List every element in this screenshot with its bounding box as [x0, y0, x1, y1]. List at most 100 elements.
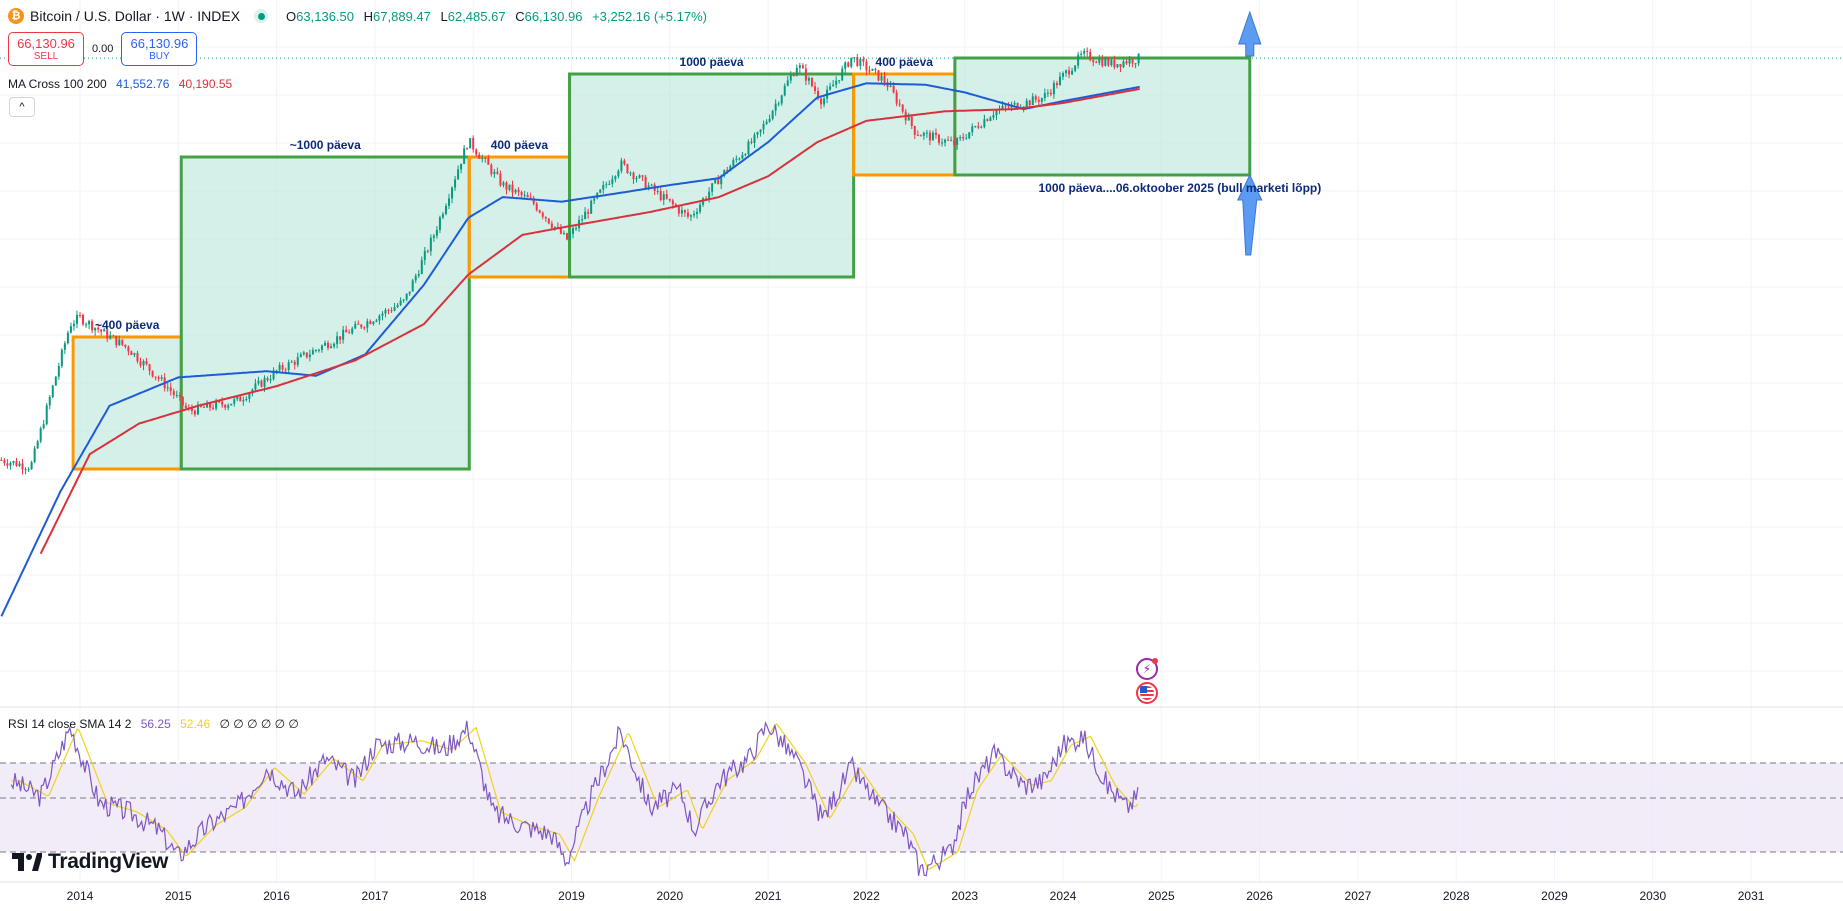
candle-body	[1098, 58, 1101, 63]
candle-body	[1122, 61, 1125, 68]
buy-button[interactable]: 66,130.96 BUY	[121, 32, 198, 66]
candle-body	[75, 315, 78, 324]
target-arrows[interactable]	[1236, 10, 1263, 256]
candle-body	[414, 275, 417, 281]
buy-label: BUY	[149, 50, 170, 62]
candle-body	[635, 177, 638, 180]
bottom-arrow-icon[interactable]	[1236, 173, 1263, 256]
candle-body	[360, 324, 363, 328]
candle-body	[1034, 96, 1037, 100]
candle-body	[166, 387, 169, 389]
candle-body	[844, 62, 847, 69]
candle-body	[623, 160, 626, 165]
candle-body	[1086, 50, 1089, 52]
candle-body	[296, 357, 299, 365]
candle-body	[1083, 50, 1086, 54]
us-flag-icon[interactable]	[1136, 682, 1158, 704]
candle-body	[1001, 105, 1004, 109]
sell-price: 66,130.96	[17, 35, 75, 51]
candle-body	[85, 324, 88, 326]
candle-body	[1116, 64, 1119, 68]
annotation-box-2[interactable]	[179, 155, 471, 471]
candle-body	[48, 396, 51, 406]
rsi-pane	[0, 720, 1843, 877]
annotation-box-3[interactable]	[467, 155, 572, 279]
candle-body	[947, 139, 950, 141]
candle-body	[345, 329, 348, 333]
candle-body	[339, 336, 342, 340]
candle-body	[457, 169, 460, 180]
candle-body	[989, 117, 992, 121]
candle-body	[798, 65, 801, 68]
candle-body	[813, 86, 816, 92]
candle-body	[24, 469, 27, 471]
candle-body	[677, 206, 680, 214]
candle-body	[892, 85, 895, 93]
candle-body	[1052, 83, 1055, 95]
close-value: 66,130.96	[524, 8, 583, 24]
candle-body	[514, 189, 517, 193]
candle-body	[832, 84, 835, 87]
candle-body	[190, 408, 193, 411]
candle-body	[889, 85, 892, 87]
candle-body	[429, 237, 432, 252]
candle-body	[1007, 106, 1010, 108]
candle-body	[438, 217, 441, 230]
candle-body	[136, 353, 139, 362]
candle-body	[469, 138, 472, 149]
candle-body	[112, 335, 115, 337]
annotation-box-6[interactable]	[953, 56, 1252, 177]
alert-bolt-icon[interactable]: ⚡	[1136, 658, 1158, 680]
candle-body	[248, 393, 251, 399]
candle-body	[553, 226, 556, 228]
candle-body	[299, 354, 302, 358]
candle-body	[877, 70, 880, 81]
candle-body	[901, 104, 904, 112]
candle-body	[284, 369, 287, 371]
annotation-box-1[interactable]	[71, 335, 183, 471]
candle-body	[720, 175, 723, 185]
candle-body	[106, 329, 109, 339]
candle-body	[148, 364, 151, 371]
candle-body	[100, 329, 103, 332]
annotation-boxes[interactable]	[71, 56, 1252, 471]
candle-body	[420, 260, 423, 274]
candle-body	[965, 138, 968, 140]
top-arrow-icon[interactable]	[1238, 10, 1262, 57]
tradingview-logo[interactable]: TradingView	[12, 850, 168, 874]
rsi-legend[interactable]: RSI 14 close SMA 14 2 56.25 52.46 ∅ ∅ ∅ …	[8, 717, 303, 731]
annotation-box-5[interactable]	[852, 72, 957, 177]
candle-body	[523, 194, 526, 196]
ma-cross-legend[interactable]: MA Cross 100 200 41,552.76 40,190.55	[8, 77, 232, 91]
candle-body	[771, 110, 774, 119]
collapse-legend-button[interactable]: ^	[9, 97, 35, 117]
symbol-title[interactable]: Bitcoin / U.S. Dollar · 1W · INDEX	[30, 8, 241, 24]
low-value: 62,485.67	[447, 8, 506, 24]
candle-body	[934, 132, 937, 135]
ma200-line	[39, 87, 1140, 555]
candle-body	[478, 154, 481, 159]
candle-body	[454, 179, 457, 188]
candle-body	[838, 80, 841, 82]
candle-body	[218, 401, 221, 403]
candle-body	[175, 395, 178, 397]
candle-body	[644, 176, 647, 189]
candle-body	[925, 132, 928, 134]
market-status-icon[interactable]	[254, 9, 269, 23]
candle-body	[968, 132, 971, 139]
candle-body	[448, 198, 451, 206]
x-tick-label: 2022	[853, 889, 880, 903]
time-axis: 2014 2015 2016 2017 2018 2019 2020 2021 2022 2023…	[67, 889, 1765, 903]
sell-button[interactable]: 66,130.96 SELL	[8, 32, 84, 66]
candle-body	[910, 116, 913, 127]
candle-body	[393, 307, 396, 311]
candle-body	[381, 313, 384, 316]
candle-body	[804, 68, 807, 81]
candle-body	[227, 405, 230, 408]
candle-body	[496, 171, 499, 174]
candle-body	[45, 405, 48, 425]
candle-body	[686, 212, 689, 217]
candle-body	[1131, 58, 1134, 64]
candle-body	[69, 326, 72, 333]
